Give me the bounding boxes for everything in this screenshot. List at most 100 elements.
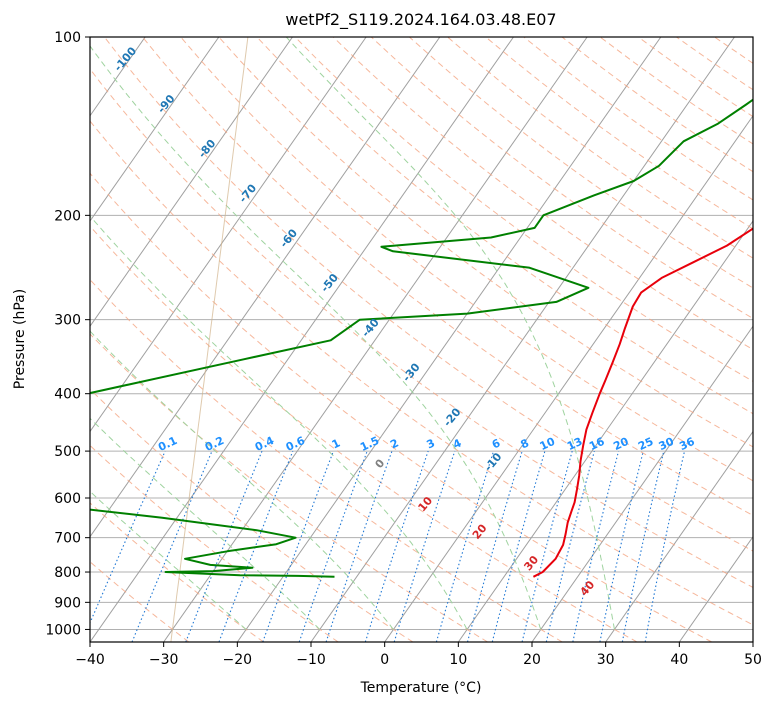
moist-adiabat-label: 10 xyxy=(415,494,435,514)
dry-adiabat-line xyxy=(485,37,753,230)
dry-adiabat-label: -60 xyxy=(277,226,300,250)
mixing-ratio-line xyxy=(521,450,573,642)
profile-series xyxy=(90,98,753,578)
moist-adiabat-label: 40 xyxy=(578,578,598,598)
dewpoint-profile-line xyxy=(90,98,753,578)
dry-adiabat-line xyxy=(409,37,753,289)
mixing-ratio-line xyxy=(572,450,620,642)
dry-adiabat-line xyxy=(90,388,414,642)
mixing-ratio-label: 2 xyxy=(388,436,400,451)
moist-adiabat-line xyxy=(90,215,468,630)
isotherm-line xyxy=(310,37,735,642)
background-grid xyxy=(90,37,753,642)
isotherm-line xyxy=(605,430,753,642)
x-tick-label: 30 xyxy=(597,652,615,668)
mixing-ratio-label: 13 xyxy=(565,435,584,453)
y-tick-label: 200 xyxy=(54,208,81,224)
x-tick-label: 20 xyxy=(523,652,541,668)
isotherm-line xyxy=(384,114,753,642)
moist-adiabat-label: 0 xyxy=(372,456,387,470)
dry-adiabat-line xyxy=(752,37,753,38)
plot-frame xyxy=(89,36,754,643)
x-tick-label: −30 xyxy=(149,652,179,668)
x-tick-label: 50 xyxy=(744,652,762,668)
dry-adiabat-label: -30 xyxy=(400,360,423,384)
dry-adiabat-line xyxy=(142,37,753,517)
mixing-ratio-line xyxy=(185,450,263,642)
dry-adiabat-line xyxy=(90,172,712,642)
dry-adiabat-line xyxy=(90,502,264,642)
y-tick-label: 700 xyxy=(54,531,81,547)
mixing-ratio-line xyxy=(325,450,393,642)
mixing-ratio-line xyxy=(364,450,429,642)
y-tick-label: 800 xyxy=(54,565,81,581)
mixing-ratio-line xyxy=(262,450,334,642)
y-tick-label: 500 xyxy=(54,444,81,460)
y-tick-label: 600 xyxy=(54,491,81,507)
mixing-ratio-line xyxy=(491,450,546,642)
x-tick-label: −20 xyxy=(223,652,253,668)
mixing-ratio-label: 4 xyxy=(451,436,464,451)
isotherm-line xyxy=(90,37,514,642)
mixing-ratio-label: 1 xyxy=(330,436,342,451)
moist-adiabat-line xyxy=(90,490,247,630)
isotherm-line xyxy=(90,37,441,538)
dry-adiabat-line xyxy=(294,37,753,382)
dry-adiabat-line xyxy=(523,37,753,201)
moist-adiabat-line xyxy=(90,45,542,630)
dry-adiabat-line xyxy=(447,37,753,259)
mixing-ratio-line xyxy=(90,450,166,625)
isotherm-line xyxy=(236,37,662,642)
dry-adiabat-line xyxy=(218,37,753,448)
isotherm-line xyxy=(90,37,220,222)
moist-adiabat-line xyxy=(90,330,394,630)
chart-title: wetPf2_S119.2024.164.03.48.E07 xyxy=(285,10,556,30)
dry-adiabat-line xyxy=(104,37,753,552)
x-axis-label: Temperature (°C) xyxy=(360,680,482,696)
dry-adiabat-label: -70 xyxy=(237,182,260,206)
dry-adiabat-line xyxy=(599,37,753,145)
mixing-ratio-line xyxy=(131,450,213,642)
moist-adiabat-label: 30 xyxy=(521,553,541,573)
isotherm-line xyxy=(531,325,753,642)
x-tick-label: 40 xyxy=(670,652,688,668)
mixing-ratio-line xyxy=(298,450,368,642)
dry-adiabat-line xyxy=(370,37,753,320)
dry-adiabat-label: -10 xyxy=(482,450,505,474)
isotherm-line xyxy=(678,535,753,642)
dry-adiabat-line xyxy=(90,278,563,642)
mixing-ratio-line xyxy=(644,450,686,642)
mixing-ratio-line xyxy=(393,450,456,642)
mixing-ratio-label: 10 xyxy=(538,435,558,453)
y-axis-label: Pressure (hPa) xyxy=(12,289,28,389)
isotherm-line xyxy=(90,37,367,433)
dry-adiabat-line xyxy=(90,68,753,589)
mixing-ratio-line xyxy=(599,450,644,642)
mixing-ratio-label: 30 xyxy=(657,435,677,453)
dry-adiabat-line xyxy=(90,225,638,642)
dry-adiabat-line xyxy=(256,37,753,415)
mixing-ratio-label: 20 xyxy=(611,435,631,453)
moist-adiabat-label: 20 xyxy=(470,521,490,541)
y-tick-label: 400 xyxy=(54,387,81,403)
dry-adiabat-line xyxy=(90,333,488,642)
mixing-ratio-label: 36 xyxy=(677,435,697,453)
y-tick-label: 1000 xyxy=(45,622,81,638)
x-tick-label: −40 xyxy=(75,652,105,668)
mixing-ratio-line xyxy=(435,450,495,642)
moist-adiabat-line xyxy=(285,37,615,630)
y-tick-label: 300 xyxy=(54,313,81,329)
x-tick-label: 10 xyxy=(449,652,467,668)
mixing-ratio-label: 8 xyxy=(518,436,530,451)
dry-adiabat-label: -20 xyxy=(441,405,464,429)
mixing-ratio-label: 16 xyxy=(587,435,607,453)
dry-adiabat-label: -90 xyxy=(155,92,178,116)
x-tick-label: −10 xyxy=(296,652,326,668)
dry-adiabat-label: -50 xyxy=(318,271,341,295)
dry-adiabat-label: -80 xyxy=(196,137,219,161)
isotherm-line xyxy=(90,37,293,328)
dry-adiabat-line xyxy=(90,561,190,642)
dry-adiabat-label: -100 xyxy=(112,44,140,74)
y-tick-label: 100 xyxy=(54,30,81,46)
